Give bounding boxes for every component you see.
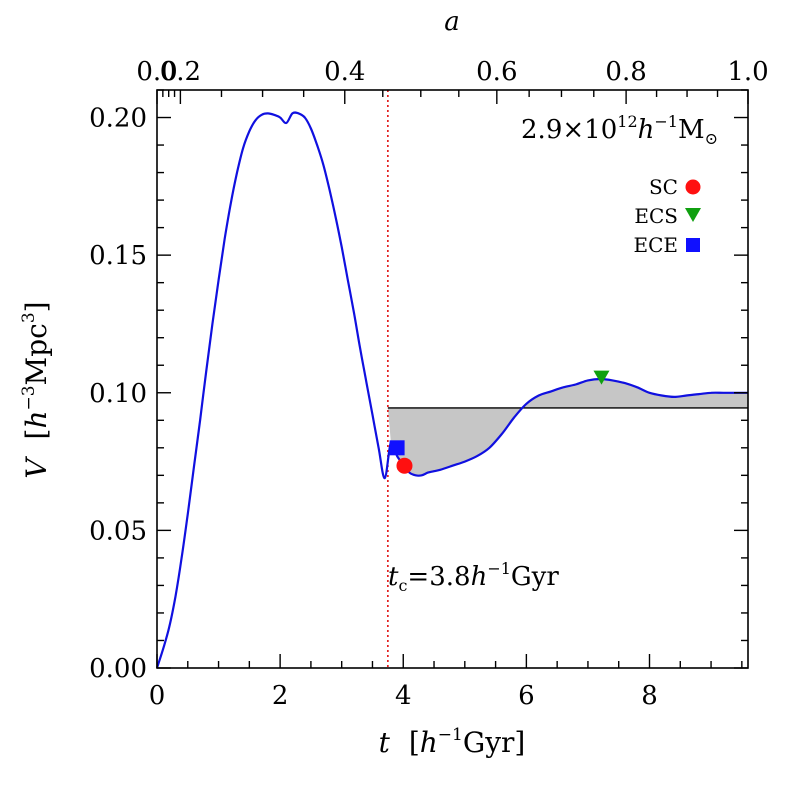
x-axis-unit: Gyr] bbox=[463, 726, 526, 759]
y-tick-label: 0.20 bbox=[89, 104, 147, 134]
top-tick-label: 0.2 bbox=[160, 57, 201, 87]
y-axis-var: V bbox=[20, 456, 53, 479]
mass-h: h bbox=[638, 115, 655, 145]
axis-tick-labels: 0 2 4 6 8 0.00 0.05 0.10 0.15 0.20 0.00.2 0.4 0.6 0.8… bbox=[89, 57, 769, 711]
marker-sc bbox=[396, 457, 413, 474]
legend-label-ecs: ECS bbox=[634, 204, 678, 228]
x-tick-label: 4 bbox=[395, 681, 412, 711]
y-axis-exp: −3 bbox=[19, 385, 39, 410]
y-axis-unit: Mpc bbox=[20, 323, 53, 385]
shaded-region-layer bbox=[387, 379, 748, 476]
mass-hexp: −1 bbox=[654, 112, 678, 131]
x-tick-label: 2 bbox=[272, 681, 289, 711]
y-tick-label: 0.10 bbox=[89, 379, 147, 409]
x-axis-var: t bbox=[379, 726, 391, 759]
x-axis-label: t [h−1Gyr] bbox=[379, 725, 526, 759]
y-tick-label: 0.15 bbox=[89, 241, 147, 271]
y-axis-h: h bbox=[20, 410, 53, 428]
top-tick-label: 1.0 bbox=[727, 57, 768, 87]
y-tick-label: 0.05 bbox=[89, 516, 147, 546]
legend-marker-ece bbox=[686, 238, 700, 252]
top-tick-label: 0.8 bbox=[605, 57, 646, 87]
y-axis-bracket-close: ] bbox=[20, 301, 53, 312]
tc-exp: −1 bbox=[487, 559, 511, 578]
legend: SC ECS ECE bbox=[633, 175, 701, 257]
marker-ece bbox=[389, 440, 405, 456]
x-tick-label: 6 bbox=[518, 681, 535, 711]
plot-frame bbox=[156, 89, 749, 669]
legend-label-ece: ECE bbox=[633, 233, 678, 257]
top-tick-label: 0.4 bbox=[324, 57, 365, 87]
reference-line-layer bbox=[387, 90, 748, 668]
tc-unit: Gyr bbox=[511, 562, 559, 592]
mass-exponent: 12 bbox=[617, 112, 637, 131]
marker-ecs bbox=[593, 370, 610, 385]
x-tick-label: 8 bbox=[641, 681, 658, 711]
mass-base: 10 bbox=[584, 115, 617, 145]
tc-var: t bbox=[388, 562, 399, 592]
y-axis-label: V [h−3Mpc3] bbox=[19, 301, 53, 478]
mass-sun-symbol: ⊙ bbox=[705, 129, 718, 148]
mass-times: × bbox=[562, 115, 584, 145]
y-axis-exp2: 3 bbox=[19, 312, 39, 323]
mass-mantissa: 2.9 bbox=[521, 115, 562, 145]
shaded-area bbox=[387, 379, 748, 476]
x-axis-h: h bbox=[420, 726, 438, 759]
axis-ticks bbox=[156, 89, 749, 669]
legend-marker-sc bbox=[685, 179, 701, 195]
x-axis-bracket: [ bbox=[409, 726, 420, 759]
x-axis-exp: −1 bbox=[438, 725, 463, 745]
marker-layer bbox=[389, 370, 610, 474]
tc-h: h bbox=[471, 562, 488, 592]
tc-sub: c bbox=[398, 576, 407, 595]
tc-value: =3.8 bbox=[407, 562, 470, 592]
top-tick-label: 0.6 bbox=[476, 57, 517, 87]
mass-annotation: 2.9×1012h−1M⊙ bbox=[521, 112, 718, 148]
mass-unit: M bbox=[678, 115, 705, 145]
top-axis-label: a bbox=[444, 7, 460, 37]
collapse-time-label: tc=3.8h−1Gyr bbox=[388, 559, 559, 595]
legend-label-sc: SC bbox=[649, 175, 678, 199]
top-tick-label: 0.0 bbox=[136, 57, 177, 87]
legend-marker-ecs bbox=[685, 208, 701, 222]
x-tick-label: 0 bbox=[149, 681, 166, 711]
y-axis-bracket-open: [ bbox=[20, 429, 53, 440]
y-tick-label: 0.00 bbox=[89, 654, 147, 684]
